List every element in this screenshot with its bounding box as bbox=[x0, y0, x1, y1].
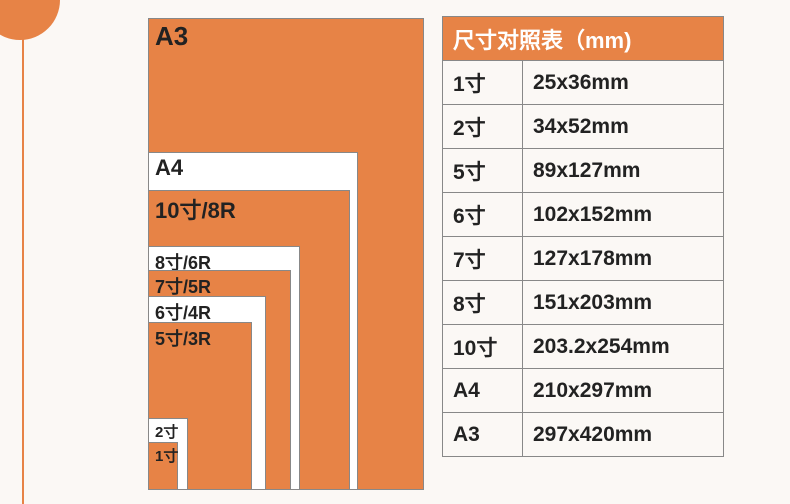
paper-box-label: 5寸/3R bbox=[155, 325, 211, 351]
paper-box-label: 1寸 bbox=[155, 445, 178, 466]
table-row: 2寸34x52mm bbox=[443, 105, 724, 149]
paper-box-label: 10寸/8R bbox=[155, 193, 236, 225]
paper-box-1: 1寸 bbox=[148, 442, 178, 490]
dimension-cell: 210x297mm bbox=[523, 369, 724, 413]
deco-quarter-circle bbox=[0, 0, 60, 40]
dimension-cell: 151x203mm bbox=[523, 281, 724, 325]
table-row: 10寸203.2x254mm bbox=[443, 325, 724, 369]
size-cell: 8寸 bbox=[443, 281, 523, 325]
table-row: 5寸89x127mm bbox=[443, 149, 724, 193]
dimension-cell: 127x178mm bbox=[523, 237, 724, 281]
size-cell: 10寸 bbox=[443, 325, 523, 369]
size-comparison-table: 尺寸对照表（mm) 1寸25x36mm2寸34x52mm5寸89x127mm6寸… bbox=[442, 16, 724, 457]
size-cell: A4 bbox=[443, 369, 523, 413]
size-cell: A3 bbox=[443, 413, 523, 457]
table-header: 尺寸对照表（mm) bbox=[443, 17, 724, 61]
table-row: 6寸102x152mm bbox=[443, 193, 724, 237]
dimension-cell: 25x36mm bbox=[523, 61, 724, 105]
size-cell: 5寸 bbox=[443, 149, 523, 193]
table-row: A3297x420mm bbox=[443, 413, 724, 457]
size-cell: 6寸 bbox=[443, 193, 523, 237]
deco-vertical-line bbox=[22, 22, 24, 504]
dimension-cell: 34x52mm bbox=[523, 105, 724, 149]
size-cell: 7寸 bbox=[443, 237, 523, 281]
dimension-cell: 203.2x254mm bbox=[523, 325, 724, 369]
table-row: A4210x297mm bbox=[443, 369, 724, 413]
paper-box-label: 2寸 bbox=[155, 421, 178, 442]
table-row: 7寸127x178mm bbox=[443, 237, 724, 281]
dimension-cell: 89x127mm bbox=[523, 149, 724, 193]
paper-box-label: A3 bbox=[155, 21, 188, 52]
dimension-cell: 297x420mm bbox=[523, 413, 724, 457]
size-cell: 1寸 bbox=[443, 61, 523, 105]
table-row: 8寸151x203mm bbox=[443, 281, 724, 325]
dimension-cell: 102x152mm bbox=[523, 193, 724, 237]
table-row: 1寸25x36mm bbox=[443, 61, 724, 105]
size-cell: 2寸 bbox=[443, 105, 523, 149]
paper-box-label: A4 bbox=[155, 155, 183, 181]
